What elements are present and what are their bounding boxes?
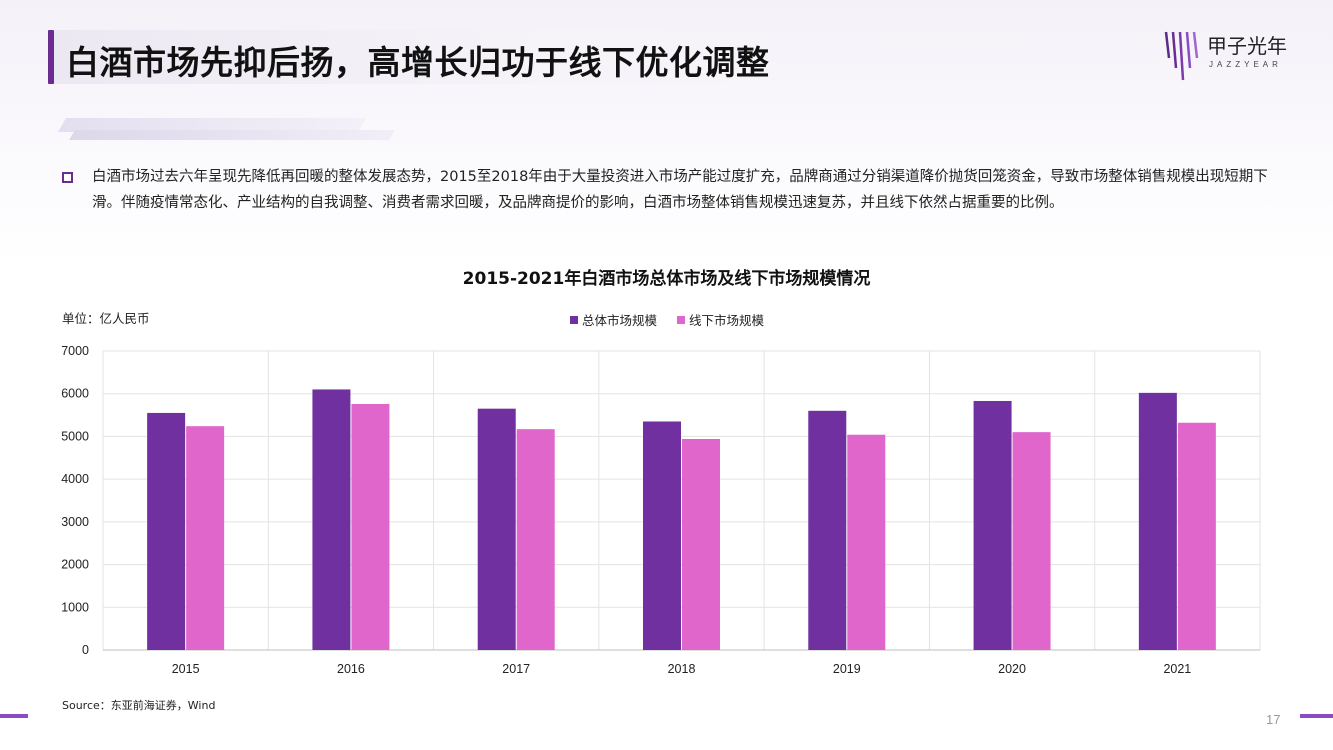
bar-total-2020 — [973, 400, 1012, 650]
bar-total-2018 — [643, 421, 681, 650]
bar-offline-2020 — [1012, 432, 1051, 650]
y-tick-label: 2000 — [61, 558, 89, 572]
bar-total-2021 — [1138, 392, 1177, 650]
legend-swatch-total — [570, 316, 578, 324]
unit-label: 单位：亿人民币 — [62, 311, 150, 326]
legend-item-total: 总体市场规模 — [570, 310, 657, 329]
logo-subtext: JAZZYEAR — [1209, 60, 1282, 69]
chart-legend: 总体市场规模 线下市场规模 — [570, 310, 780, 329]
bar-offline-2018 — [682, 438, 720, 650]
legend-swatch-offline — [677, 316, 685, 324]
bar-offline-2021 — [1177, 422, 1216, 650]
y-tick-label: 4000 — [61, 472, 89, 486]
source-note: Source：东亚前海证券，Wind — [62, 699, 216, 712]
bar-offline-2015 — [186, 426, 225, 650]
y-tick-label: 0 — [82, 643, 89, 657]
y-tick-label: 6000 — [61, 387, 89, 401]
bullet-square-icon — [62, 172, 73, 183]
legend-label-total: 总体市场规模 — [582, 313, 658, 328]
x-tick-label: 2021 — [1163, 662, 1191, 676]
bar-total-2015 — [147, 412, 186, 650]
x-tick-label: 2018 — [668, 662, 696, 676]
logo-mark-icon — [1164, 31, 1199, 81]
bar-offline-2016 — [351, 403, 390, 650]
x-tick-label: 2016 — [337, 662, 365, 676]
x-tick-label: 2015 — [172, 662, 200, 676]
logo-text: 甲子光年 — [1207, 34, 1287, 58]
y-tick-label: 7000 — [61, 344, 89, 358]
bar-total-2019 — [808, 410, 847, 650]
page-title: 白酒市场先抑后扬，高增长归功于线下优化调整 — [66, 43, 770, 82]
body-paragraph: 白酒市场过去六年呈现先降低再回暖的整体发展态势，2015至2018年由于大量投资… — [92, 169, 1268, 211]
footer-accent-right — [1300, 714, 1333, 718]
x-tick-label: 2019 — [833, 662, 861, 676]
legend-item-offline: 线下市场规模 — [677, 310, 764, 329]
title-bar-background — [48, 30, 768, 84]
legend-label-offline: 线下市场规模 — [689, 313, 765, 328]
brand-logo: 甲子光年 JAZZYEAR — [1163, 28, 1293, 84]
bar-offline-2019 — [847, 434, 886, 650]
bar-offline-2017 — [516, 429, 555, 650]
title-accent-bar — [48, 30, 54, 84]
x-tick-label: 2020 — [998, 662, 1026, 676]
page-number: 17 — [1266, 712, 1281, 727]
chart-title: 2015-2021年白酒市场总体市场及线下市场规模情况 — [462, 269, 871, 289]
y-tick-label: 3000 — [61, 515, 89, 529]
y-tick-label: 5000 — [61, 429, 89, 443]
bar-total-2017 — [477, 408, 516, 650]
footer-accent-left — [0, 714, 28, 718]
bar-total-2016 — [312, 389, 351, 650]
y-tick-label: 1000 — [61, 600, 89, 614]
x-tick-label: 2017 — [502, 662, 530, 676]
